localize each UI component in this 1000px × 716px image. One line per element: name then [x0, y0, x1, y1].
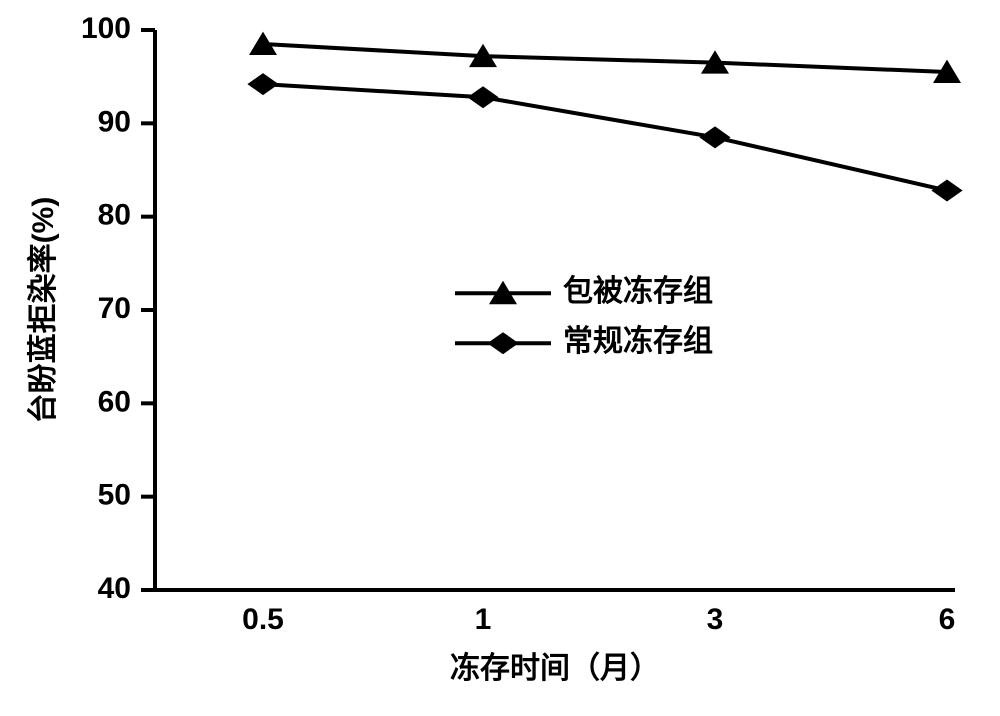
x-tick-label: 0.5: [242, 603, 284, 636]
x-tick-label: 3: [707, 603, 724, 636]
line-chart: 40 50 60 70 80 90 100 0.5 1 3 6 台盼蓝拒染率(%) 冻存时间（月） 包被冻…: [0, 0, 1000, 716]
chart-svg: 40 50 60 70 80 90 100 0.5 1 3 6 台盼蓝拒染率(%) 冻存时间（月） 包被冻…: [0, 0, 1000, 716]
y-tick-label: 80: [98, 199, 131, 232]
y-tick-label: 70: [98, 292, 131, 325]
y-axis-title: 台盼蓝拒染率(%): [26, 197, 60, 424]
y-tick-label: 50: [98, 479, 131, 512]
y-tick-label: 60: [98, 385, 131, 418]
legend-label-coated: 包被冻存组: [563, 274, 713, 308]
y-tick-label: 90: [98, 105, 131, 138]
x-tick-label: 1: [475, 603, 492, 636]
x-tick-label: 6: [939, 603, 956, 636]
y-tick-label: 40: [98, 572, 131, 605]
y-tick-label: 100: [81, 12, 131, 45]
x-axis-title: 冻存时间（月）: [450, 651, 660, 685]
legend-label-conventional: 常规冻存组: [563, 324, 713, 358]
chart-background: [0, 0, 1000, 716]
